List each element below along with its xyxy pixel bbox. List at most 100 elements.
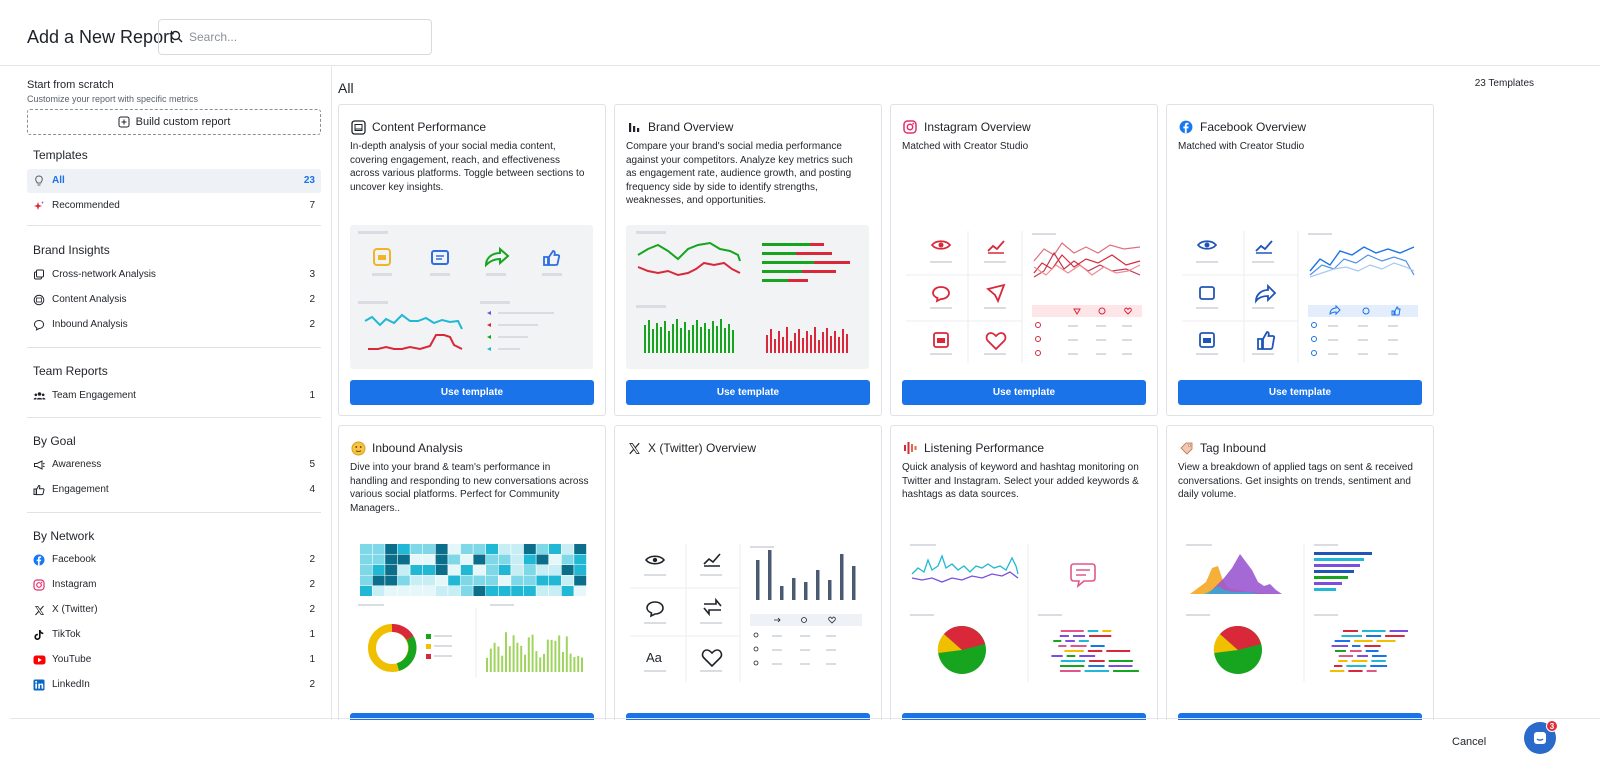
template-card-instagram-overview[interactable]: Instagram Overview Matched with Creator …: [890, 104, 1158, 416]
bulb-icon: [32, 174, 46, 188]
card-preview-image: [626, 225, 869, 369]
template-card-tag-inbound[interactable]: Tag Inbound View a breakdown of applied …: [1166, 425, 1434, 720]
sidebar-item-count: 4: [309, 484, 315, 495]
sidebar-item-label: Engagement: [52, 484, 109, 495]
use-template-button[interactable]: Use template: [1178, 713, 1422, 720]
group-title: Team Reports: [33, 364, 108, 378]
card-title: Content Performance: [372, 120, 487, 134]
facebook-icon: [32, 553, 46, 567]
sidebar-item-instagram[interactable]: Instagram 2: [27, 573, 321, 597]
build-custom-report-label: Build custom report: [135, 116, 231, 128]
chat-bubble-icon: [32, 318, 46, 332]
card-preview-image: [1178, 225, 1421, 369]
template-gallery: All 23 Templates Content Performance In-…: [333, 66, 1600, 720]
build-custom-report-button[interactable]: Build custom report: [27, 109, 321, 135]
sidebar-item-count: 2: [309, 294, 315, 305]
sidebar-item-label: Recommended: [52, 200, 120, 211]
use-template-button[interactable]: Use template: [1178, 380, 1422, 405]
sidebar-item-youtube[interactable]: YouTube 1: [27, 648, 321, 672]
use-template-button[interactable]: Use template: [626, 380, 870, 405]
sidebar-item-recommended[interactable]: Recommended 7: [27, 194, 321, 218]
sidebar-item-label: Content Analysis: [52, 294, 127, 305]
template-card-listening-performance[interactable]: Listening Performance Quick analysis of …: [890, 425, 1158, 720]
sidebar-item-count: 2: [309, 579, 315, 590]
card-description: Compare your brand's social media perfor…: [626, 141, 853, 207]
youtube-icon: [32, 653, 46, 667]
linkedin-icon: [32, 678, 46, 692]
sidebar-item-engagement[interactable]: Engagement 4: [27, 478, 321, 502]
use-template-button[interactable]: Use template: [350, 713, 594, 720]
card-preview-image: [902, 538, 1145, 682]
sidebar-item-label: Awareness: [52, 459, 102, 470]
notification-badge: 3: [1546, 720, 1558, 732]
sidebar-item-label: Cross-network Analysis: [52, 269, 156, 280]
facebook-icon: [1178, 119, 1194, 135]
sidebar-item-label: Team Engagement: [52, 390, 136, 401]
megaphone-icon: [32, 458, 46, 472]
template-card-facebook-overview[interactable]: Facebook Overview Matched with Creator S…: [1166, 104, 1434, 416]
card-preview-image: [350, 225, 593, 369]
sidebar-item-all[interactable]: All 23: [27, 169, 321, 193]
card-description: Matched with Creator Studio: [902, 141, 1029, 152]
card-description: Dive into your brand & team's performanc…: [350, 462, 589, 514]
chat-support-button[interactable]: 3: [1524, 720, 1558, 754]
sidebar-item-tiktok[interactable]: TikTok 1: [27, 623, 321, 647]
cancel-button[interactable]: Cancel: [1452, 736, 1487, 748]
tiktok-icon: [32, 628, 46, 642]
sidebar-item-label: X (Twitter): [52, 604, 98, 615]
thumbs-up-icon: [32, 483, 46, 497]
sidebar-item-awareness[interactable]: Awareness 5: [27, 453, 321, 477]
sidebar-item-count: 7: [309, 200, 315, 211]
card-title: Inbound Analysis: [372, 441, 463, 455]
sidebar-item-count: 2: [309, 319, 315, 330]
scratch-title: Start from scratch: [27, 79, 114, 91]
sidebar-item-x-twitter[interactable]: X (Twitter) 2: [27, 598, 321, 622]
sidebar-item-count: 5: [309, 459, 315, 470]
sidebar-item-label: YouTube: [52, 654, 92, 665]
footer-divider: [10, 718, 1600, 719]
sidebar-item-facebook[interactable]: Facebook 2: [27, 548, 321, 572]
tag-icon: [1178, 440, 1194, 456]
sidebar-item-label: LinkedIn: [52, 679, 90, 690]
use-template-button[interactable]: Use template: [626, 713, 870, 720]
page-title: Add a New Report: [27, 27, 175, 47]
sidebar-item-cross-network-analysis[interactable]: Cross-network Analysis 3: [27, 263, 321, 287]
template-count: 23 Templates: [1474, 78, 1534, 89]
sidebar-item-count: 2: [309, 554, 315, 565]
template-card-brand-overview[interactable]: Brand Overview Compare your brand's soci…: [614, 104, 882, 416]
network-icon: [32, 268, 46, 282]
scratch-subtitle: Customize your report with specific metr…: [27, 94, 199, 104]
instagram-icon: [32, 578, 46, 592]
use-template-button[interactable]: Use template: [902, 380, 1146, 405]
card-preview-image: [350, 538, 593, 682]
sidebar-item-count: 23: [303, 175, 315, 186]
sparkle-icon: [32, 199, 46, 213]
sidebar-item-inbound-analysis[interactable]: Inbound Analysis 2: [27, 313, 321, 337]
search-icon: [170, 30, 183, 43]
content-icon: [350, 119, 366, 135]
use-template-button[interactable]: Use template: [902, 713, 1146, 720]
team-icon: [32, 389, 46, 403]
sidebar: Start from scratch Customize your report…: [0, 66, 332, 720]
template-card-x-twitter-overview[interactable]: X (Twitter) Overview Aa: [614, 425, 882, 720]
sidebar-item-label: Facebook: [52, 554, 96, 565]
sidebar-item-content-analysis[interactable]: Content Analysis 2: [27, 288, 321, 312]
card-description: View a breakdown of applied tags on sent…: [1178, 462, 1413, 501]
template-card-inbound-analysis[interactable]: Inbound Analysis Dive into your brand & …: [338, 425, 606, 720]
sidebar-item-team-engagement[interactable]: Team Engagement 1: [27, 384, 321, 408]
listening-icon: [902, 440, 918, 456]
group-title: Brand Insights: [33, 243, 110, 257]
card-title: Instagram Overview: [924, 120, 1031, 134]
card-preview-image: [902, 225, 1145, 369]
add-square-icon: [118, 116, 130, 128]
search-box[interactable]: [158, 19, 432, 55]
template-card-content-performance[interactable]: Content Performance In-depth analysis of…: [338, 104, 606, 416]
sidebar-item-linkedin[interactable]: LinkedIn 2: [27, 673, 321, 697]
search-input[interactable]: [189, 28, 425, 46]
card-title: X (Twitter) Overview: [648, 441, 757, 455]
card-title: Facebook Overview: [1200, 120, 1307, 134]
divider: [27, 225, 321, 226]
card-title: Brand Overview: [648, 120, 734, 134]
card-title: Listening Performance: [924, 441, 1045, 455]
use-template-button[interactable]: Use template: [350, 380, 594, 405]
